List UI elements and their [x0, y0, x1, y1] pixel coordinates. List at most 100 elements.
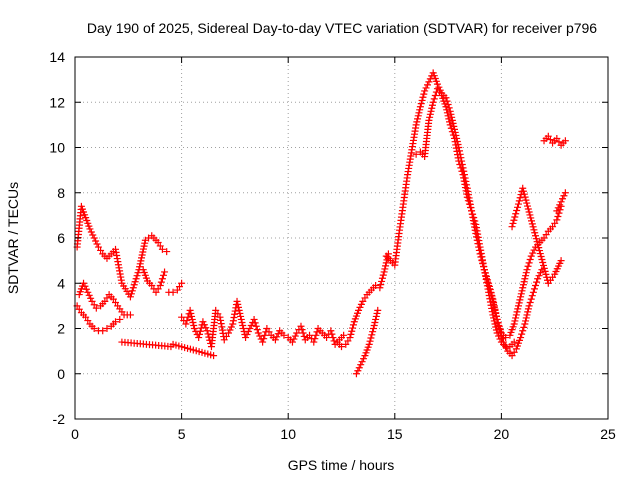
data-point-fill	[462, 187, 470, 195]
data-point-fill	[532, 282, 540, 290]
data-point	[523, 266, 531, 274]
data-point-fill	[384, 253, 392, 261]
data-point-fill	[134, 269, 142, 277]
data-point-fill	[535, 244, 543, 252]
data-point	[446, 121, 454, 129]
data-point-fill	[378, 277, 386, 285]
data-point-fill	[536, 247, 544, 255]
data-point	[229, 320, 237, 328]
chart-title: Day 190 of 2025, Sidereal Day-to-day VTE…	[87, 20, 597, 36]
y-tick-label: -2	[53, 411, 66, 427]
data-point-fill	[230, 314, 238, 322]
data-point-fill	[82, 285, 90, 293]
data-point	[199, 318, 207, 326]
data-point	[369, 325, 377, 332]
data-point-fill	[132, 275, 140, 283]
data-point-fill	[415, 109, 423, 117]
data-point	[178, 279, 186, 287]
data-point-fill	[420, 90, 428, 98]
data-point-fill	[273, 333, 281, 341]
data-point-fill	[428, 101, 436, 109]
data-point-fill	[534, 241, 542, 249]
data-point-fill	[196, 330, 204, 338]
x-tick-label: 10	[280, 426, 296, 442]
data-point-fill	[300, 332, 308, 340]
data-point-fill	[202, 324, 210, 332]
data-point-fill	[524, 205, 532, 213]
data-point	[338, 343, 345, 351]
x-tick-label: 5	[178, 426, 186, 442]
data-point	[557, 257, 565, 265]
data-point-fill	[525, 259, 533, 267]
data-point-fill	[524, 202, 532, 210]
data-point	[297, 322, 305, 330]
data-point	[357, 361, 365, 369]
data-point-fill	[196, 327, 204, 335]
data-point-fill	[456, 160, 464, 168]
data-point-fill	[231, 307, 239, 315]
data-point-fill	[235, 306, 243, 314]
data-point-fill	[218, 323, 226, 331]
data-point-fill	[229, 317, 237, 325]
data-point	[182, 320, 190, 328]
data-point	[80, 279, 88, 287]
data-point-fill	[513, 308, 521, 316]
data-point-fill	[516, 296, 524, 304]
data-point-fill	[426, 110, 434, 118]
data-point-fill	[138, 254, 146, 262]
y-tick-label: 14	[49, 49, 65, 65]
data-point-fill	[524, 262, 532, 270]
data-points	[73, 69, 569, 378]
data-point-fill	[274, 330, 282, 338]
data-point-fill	[239, 325, 247, 332]
y-tick-label: 8	[57, 185, 65, 201]
data-point-fill	[477, 246, 485, 254]
data-point-fill	[533, 238, 541, 246]
data-point-fill	[522, 272, 530, 280]
data-point	[288, 338, 296, 346]
data-point	[534, 275, 542, 283]
data-point	[195, 334, 203, 342]
data-point-fill	[382, 262, 390, 270]
data-point-fill	[372, 312, 380, 320]
data-point-fill	[187, 309, 195, 317]
data-point	[519, 284, 527, 292]
data-point	[99, 327, 107, 335]
data-point-fill	[528, 217, 536, 225]
data-point-fill	[475, 237, 483, 245]
data-point-fill	[87, 228, 95, 236]
data-point-fill	[188, 312, 196, 320]
data-point-fill	[330, 337, 338, 345]
data-point-fill	[480, 263, 488, 271]
data-point-fill	[354, 367, 362, 375]
y-tick-label: 0	[57, 366, 65, 382]
data-point-fill	[487, 291, 495, 299]
data-point-fill	[360, 355, 368, 363]
data-point	[450, 134, 458, 142]
data-point	[163, 248, 171, 256]
data-point	[553, 216, 561, 224]
data-point-fill	[560, 192, 568, 200]
data-point-fill	[368, 331, 376, 339]
data-point	[476, 243, 484, 251]
data-point-fill	[525, 208, 533, 216]
data-point	[412, 121, 420, 129]
data-point-fill	[204, 330, 212, 338]
data-point-fill	[184, 313, 192, 321]
data-point-fill	[413, 118, 421, 126]
data-point	[380, 268, 388, 276]
data-point	[514, 200, 522, 208]
data-point-fill	[529, 249, 537, 257]
data-point-fill	[85, 291, 93, 299]
data-point	[493, 329, 501, 337]
data-point-fill	[428, 104, 436, 112]
data-point-fill	[495, 321, 503, 329]
data-point-fill	[523, 199, 531, 207]
data-point-fill	[492, 312, 500, 320]
data-point-fill	[290, 335, 298, 343]
data-point-fill	[369, 328, 377, 336]
data-point-fill	[247, 321, 255, 329]
data-point-fill	[471, 217, 479, 225]
data-point-fill	[522, 269, 530, 277]
